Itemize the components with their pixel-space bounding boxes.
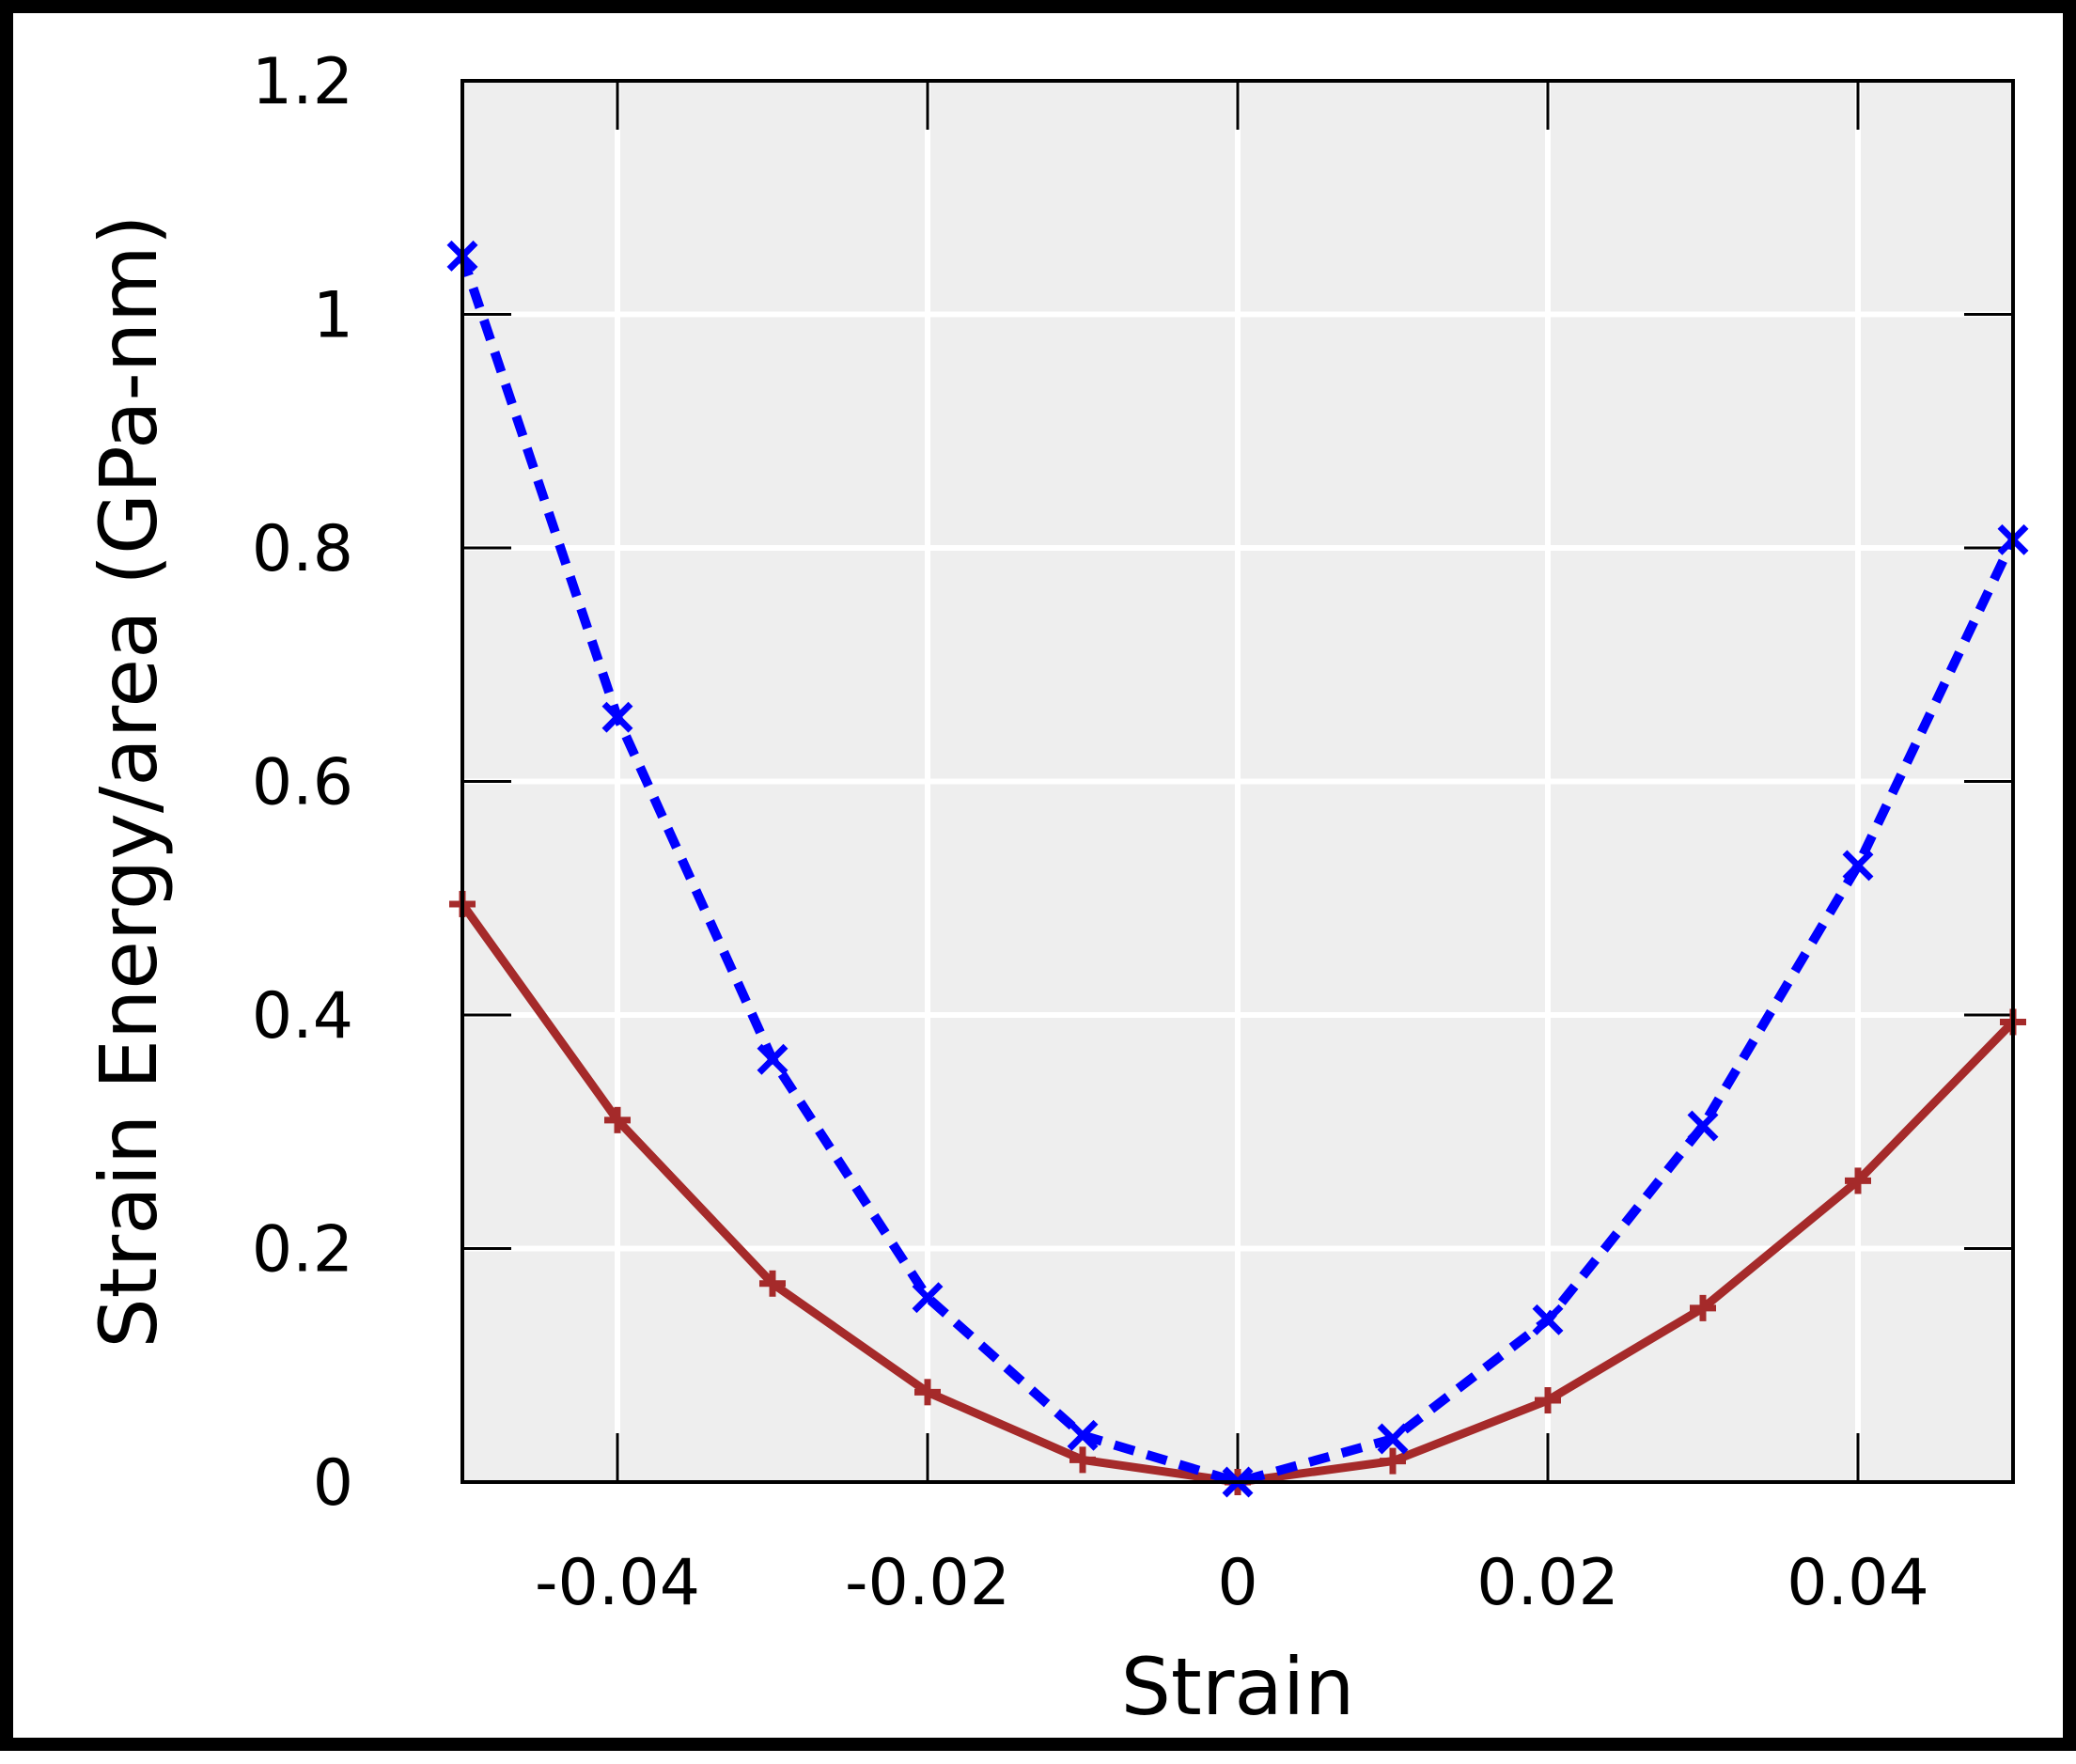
y-tick-label: 1 (313, 279, 353, 353)
data-point-plus (1380, 1447, 1406, 1475)
plot-border (460, 79, 2015, 1484)
y-tick-label: 0.8 (252, 512, 353, 586)
data-point-x (1687, 1110, 1719, 1142)
x-tick-label: 0.04 (1787, 1546, 1928, 1620)
data-point-x (1377, 1423, 1409, 1455)
x-tick-label: -0.04 (535, 1546, 700, 1620)
data-point-plus (914, 1379, 941, 1406)
x-tick-label: -0.02 (845, 1546, 1010, 1620)
data-point-plus (604, 1106, 631, 1133)
data-point-plus (1690, 1294, 1716, 1321)
x-tick-labels: -0.04 -0.02 0 0.02 0.04 (535, 1546, 1929, 1620)
y-axis-title: Strain Energy/area (GPa-nm) (83, 214, 175, 1348)
strain-energy-chart: -0.04 -0.02 0 0.02 0.04 0 0.2 0.4 0.6 0.8 1 1.2 St… (83, 45, 2029, 1733)
data-point-x (1842, 850, 1874, 882)
y-tick-label: 0 (313, 1446, 353, 1521)
data-point-plus (1535, 1387, 1561, 1414)
x-tick-label: 0.02 (1476, 1546, 1618, 1620)
y-tick-label: 0.2 (252, 1213, 353, 1288)
data-point-plus (1069, 1446, 1096, 1474)
data-point-x (757, 1043, 788, 1075)
data-point-x (1532, 1303, 1564, 1335)
y-tick-label: 0.4 (252, 979, 353, 1054)
x-tick-label: 0 (1217, 1546, 1257, 1620)
data-point-x (1067, 1419, 1099, 1451)
grid-lines (462, 81, 2013, 1482)
y-tick-label: 1.2 (252, 45, 353, 119)
data-point-plus (1845, 1167, 1871, 1194)
data-point-plus (759, 1270, 786, 1297)
y-tick-label: 0.6 (252, 746, 353, 820)
x-axis-title: Strain (1121, 1641, 1355, 1733)
data-point-x (912, 1282, 944, 1314)
y-tick-labels: 0 0.2 0.4 0.6 0.8 1 1.2 (252, 45, 353, 1521)
data-point-x (601, 701, 633, 733)
